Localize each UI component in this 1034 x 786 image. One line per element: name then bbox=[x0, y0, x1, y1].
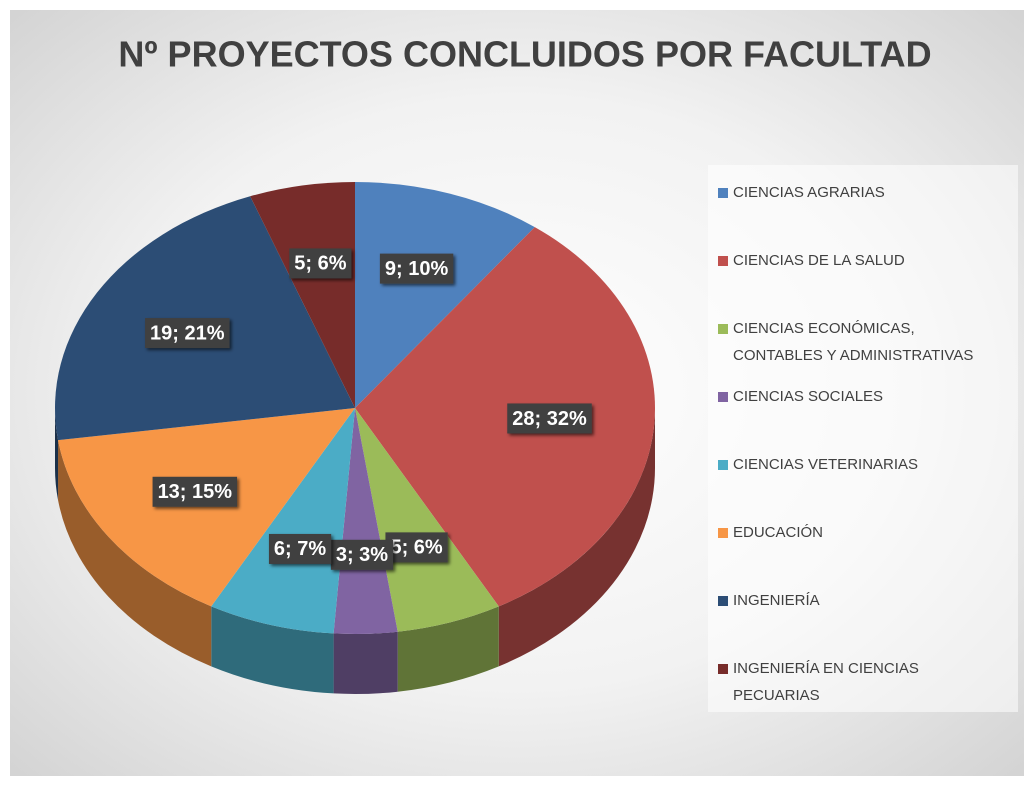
pie-slice bbox=[333, 408, 398, 634]
data-label-box bbox=[152, 476, 238, 507]
data-label-box bbox=[507, 403, 592, 434]
data-label-text: 3; 3% bbox=[336, 544, 388, 566]
legend-swatch bbox=[718, 596, 728, 606]
data-label: 3; 3% bbox=[330, 539, 394, 570]
data-label: 19; 21% bbox=[145, 318, 230, 349]
data-label: 5; 6% bbox=[385, 532, 448, 563]
data-label-box bbox=[385, 532, 448, 563]
data-label-text: 28; 32% bbox=[512, 408, 587, 430]
data-label-box bbox=[379, 253, 454, 284]
data-label-text: 5; 6% bbox=[294, 253, 346, 275]
pie-slice bbox=[211, 408, 355, 634]
pie-slice-side bbox=[333, 631, 398, 695]
legend-label: INGENIERÍA bbox=[733, 592, 820, 609]
data-label: 6; 7% bbox=[268, 533, 332, 564]
pie-slice-side bbox=[498, 408, 655, 667]
legend-label: CIENCIAS VETERINARIAS bbox=[733, 456, 918, 473]
data-label: 9; 10% bbox=[379, 253, 454, 284]
data-label: 28; 32% bbox=[507, 403, 592, 434]
legend-label: INGENIERÍA EN CIENCIAS PECUARIAS bbox=[733, 660, 919, 704]
pie-slice-side bbox=[211, 606, 334, 694]
pie-slice bbox=[355, 227, 655, 607]
legend-label: CIENCIAS ECONÓMICAS, CONTABLES Y ADMINIST… bbox=[733, 320, 973, 364]
pie-slice bbox=[58, 408, 356, 607]
legend-swatch bbox=[718, 392, 728, 402]
data-label-text: 13; 15% bbox=[158, 481, 233, 503]
legend-swatch bbox=[718, 324, 728, 334]
pie-slice-side bbox=[55, 408, 59, 501]
legend-swatch bbox=[718, 256, 728, 266]
data-label-box bbox=[268, 533, 332, 564]
data-label: 13; 15% bbox=[152, 476, 238, 507]
legend-label: CIENCIAS SOCIALES bbox=[733, 388, 883, 405]
data-label-box bbox=[145, 318, 230, 349]
pie-slice bbox=[355, 408, 499, 632]
legend-box bbox=[708, 165, 1018, 712]
pie-slice bbox=[355, 182, 535, 408]
legend-swatch bbox=[718, 460, 728, 470]
legend-label: EDUCACIÓN bbox=[733, 524, 823, 541]
data-label-text: 5; 6% bbox=[390, 537, 442, 559]
data-label-text: 19; 21% bbox=[150, 322, 225, 344]
pie-slice-side bbox=[58, 440, 212, 667]
legend-label: CIENCIAS DE LA SALUD bbox=[733, 252, 905, 269]
data-label-text: 9; 10% bbox=[385, 258, 449, 280]
chart-title: Nº PROYECTOS CONCLUIDOS POR FACULTAD bbox=[118, 34, 931, 75]
data-label: 5; 6% bbox=[289, 248, 352, 279]
legend-swatch bbox=[718, 664, 728, 674]
legend-swatch bbox=[718, 528, 728, 538]
data-label-text: 6; 7% bbox=[274, 538, 326, 560]
data-label-box bbox=[330, 539, 394, 570]
pie-slice bbox=[250, 182, 355, 408]
legend-label: CIENCIAS AGRARIAS bbox=[733, 184, 885, 201]
legend-swatch bbox=[718, 188, 728, 198]
pie-slice-side bbox=[397, 606, 499, 692]
data-label-box bbox=[289, 248, 352, 279]
